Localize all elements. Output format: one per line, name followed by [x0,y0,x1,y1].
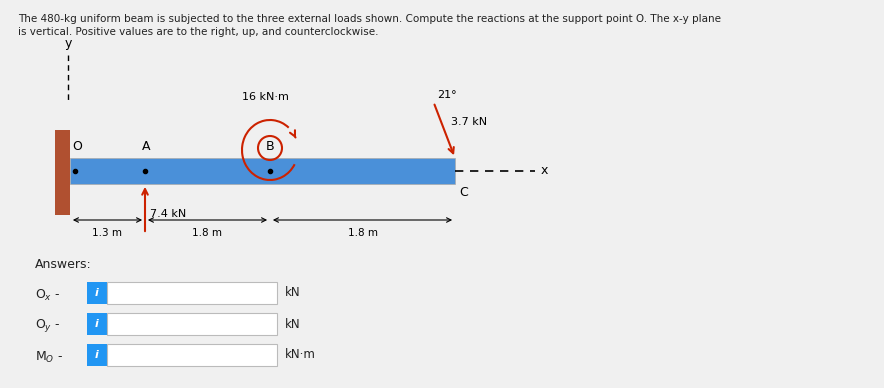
Bar [55,130,70,215]
Bar [107,313,277,335]
Bar [107,282,277,304]
Text: 1.8 m: 1.8 m [193,228,223,238]
Bar [87,313,107,335]
Text: kN·m: kN·m [285,348,316,362]
Text: Answers:: Answers: [35,258,92,271]
Text: O$_x$ -: O$_x$ - [35,288,60,303]
Text: B: B [266,140,274,153]
Text: y: y [65,37,72,50]
Bar [87,344,107,366]
Text: i: i [95,319,99,329]
Text: C: C [459,186,468,199]
Text: kN: kN [285,286,301,300]
Bar [87,282,107,304]
Text: The 480-kg uniform beam is subjected to the three external loads shown. Compute : The 480-kg uniform beam is subjected to … [18,14,721,24]
Text: M$_O$ -: M$_O$ - [35,350,63,365]
Bar [70,158,455,184]
Text: 1.3 m: 1.3 m [93,228,123,238]
Text: A: A [142,140,150,153]
Bar [107,344,277,366]
Text: x: x [541,165,548,177]
Text: kN: kN [285,317,301,331]
Text: 21°: 21° [438,90,457,100]
Text: 16 kN·m: 16 kN·m [241,92,288,102]
Text: i: i [95,350,99,360]
Text: is vertical. Positive values are to the right, up, and counterclockwise.: is vertical. Positive values are to the … [18,27,378,37]
Text: 3.7 kN: 3.7 kN [452,117,488,127]
Text: O: O [72,140,82,153]
Text: i: i [95,288,99,298]
Text: 7.4 kN: 7.4 kN [150,209,187,219]
Text: 1.8 m: 1.8 m [347,228,377,238]
Text: O$_y$ -: O$_y$ - [35,317,60,334]
